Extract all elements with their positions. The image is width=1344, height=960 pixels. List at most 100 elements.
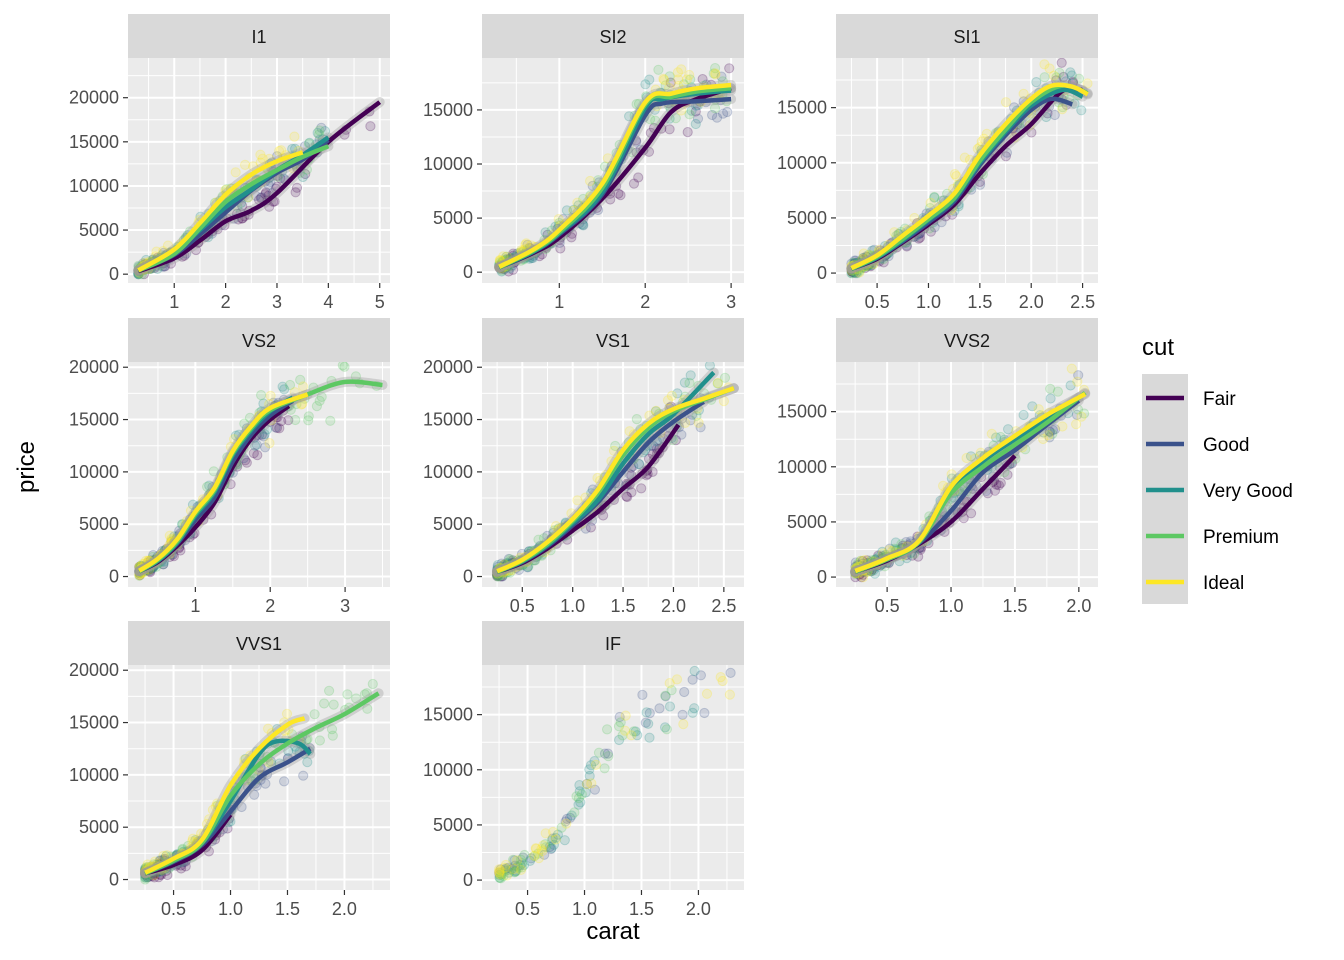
data-point-good bbox=[258, 431, 269, 442]
data-point-very-good bbox=[640, 79, 651, 90]
x-tick-label: 2 bbox=[640, 292, 650, 312]
x-tick-label: 0.5 bbox=[875, 596, 900, 616]
gridlines bbox=[128, 362, 390, 587]
data-point-very-good bbox=[644, 74, 655, 85]
data-point-ideal bbox=[718, 396, 730, 407]
data-point-very-good bbox=[561, 205, 573, 216]
data-point-ideal bbox=[512, 855, 523, 866]
data-point-ideal bbox=[1018, 88, 1029, 99]
data-point-ideal bbox=[1082, 78, 1093, 89]
data-point-ideal bbox=[710, 68, 721, 79]
data-point-ideal bbox=[263, 723, 274, 734]
data-point-good bbox=[560, 816, 571, 827]
data-point-good bbox=[539, 849, 550, 860]
x-tick-label: 2.0 bbox=[332, 899, 357, 919]
data-point-very-good bbox=[304, 137, 315, 148]
data-point-ideal bbox=[856, 555, 867, 567]
data-point-ideal bbox=[680, 417, 691, 428]
data-point-fair bbox=[1000, 151, 1012, 162]
data-point-ideal bbox=[676, 64, 687, 75]
data-point-fair bbox=[605, 194, 616, 205]
data-point-good bbox=[725, 667, 736, 679]
data-point-very-good bbox=[548, 839, 560, 850]
data-point-good bbox=[602, 748, 614, 759]
data-point-ideal bbox=[951, 171, 962, 182]
data-point-good bbox=[506, 864, 517, 875]
data-point-very-good bbox=[573, 799, 584, 810]
y-tick-label: 10000 bbox=[423, 462, 473, 482]
data-point-fair bbox=[913, 551, 924, 562]
data-point-premium bbox=[507, 854, 519, 865]
data-point-fair bbox=[966, 508, 977, 519]
data-point-ideal bbox=[500, 859, 511, 871]
y-axis-title: price bbox=[13, 441, 40, 493]
data-point-premium bbox=[691, 410, 702, 421]
y-tick-label: 5000 bbox=[787, 512, 827, 532]
data-point-good bbox=[660, 691, 671, 702]
data-point-good bbox=[581, 778, 593, 789]
data-point-premium bbox=[569, 807, 580, 818]
y-tick-label: 0 bbox=[109, 264, 119, 284]
data-point-ideal bbox=[255, 149, 266, 160]
data-point-good bbox=[707, 109, 718, 121]
y-tick-label: 10000 bbox=[69, 765, 119, 785]
y-tick-label: 15000 bbox=[69, 410, 119, 430]
data-point-good bbox=[850, 557, 861, 568]
data-point-ideal bbox=[671, 674, 683, 685]
data-point-very-good bbox=[1065, 380, 1076, 391]
data-point-ideal bbox=[230, 167, 241, 178]
data-point-very-good bbox=[574, 786, 585, 797]
x-tick-label: 1.5 bbox=[1002, 596, 1027, 616]
smooth-line-ideal bbox=[850, 82, 1089, 271]
x-tick-label: 5 bbox=[375, 292, 385, 312]
data-point-premium bbox=[684, 377, 695, 389]
data-point-very-good bbox=[258, 398, 269, 409]
data-point-very-good bbox=[704, 362, 715, 371]
x-tick-label: 1.5 bbox=[967, 292, 992, 312]
y-tick-label: 5000 bbox=[79, 514, 119, 534]
data-point-good bbox=[515, 860, 526, 871]
data-point-good bbox=[975, 179, 986, 190]
facet-panel-vs2: VS2 1 2 3 0 5000 10000 15000 20000 bbox=[69, 318, 390, 616]
data-point-good bbox=[716, 71, 727, 82]
smooth-lines bbox=[846, 79, 1093, 274]
data-point-premium bbox=[1072, 404, 1084, 415]
data-point-fair bbox=[290, 187, 301, 198]
x-tick-label: 0.5 bbox=[161, 899, 186, 919]
data-point-good bbox=[495, 864, 506, 875]
facet-panel-i1: I1 1 2 3 4 5 0 5000 10000 15000 20000 bbox=[69, 14, 390, 312]
smooth-lines bbox=[492, 367, 739, 577]
data-point-premium bbox=[504, 865, 515, 876]
data-point-premium bbox=[617, 730, 628, 741]
facet-strip-label: VVS1 bbox=[236, 634, 282, 654]
data-point-fair bbox=[1058, 71, 1069, 83]
y-tick-label: 20000 bbox=[69, 88, 119, 108]
data-point-ideal bbox=[666, 390, 678, 401]
data-point-premium bbox=[645, 114, 656, 125]
y-tick-label: 0 bbox=[109, 870, 119, 890]
data-point-very-good bbox=[584, 770, 595, 782]
data-point-premium bbox=[603, 751, 614, 762]
data-point-very-good bbox=[540, 227, 551, 238]
x-tick-label: 2.0 bbox=[1066, 596, 1091, 616]
data-point-ideal bbox=[550, 521, 562, 532]
data-point-premium bbox=[571, 791, 582, 802]
data-point-very-good bbox=[277, 381, 288, 392]
legend: cut Fair Good Very Good Premium Ideal bbox=[1142, 334, 1293, 604]
data-point-fair bbox=[585, 522, 597, 533]
x-tick-label: 2 bbox=[265, 596, 275, 616]
data-point-premium bbox=[342, 689, 353, 700]
data-point-good bbox=[722, 106, 733, 118]
data-point-very-good bbox=[1003, 424, 1014, 435]
data-point-fair bbox=[203, 846, 214, 857]
data-point-good bbox=[695, 422, 706, 433]
data-point-ideal bbox=[949, 169, 961, 180]
data-point-premium bbox=[1054, 67, 1065, 78]
data-point-good bbox=[901, 537, 912, 548]
data-point-very-good bbox=[632, 730, 643, 741]
data-point-very-good bbox=[614, 734, 625, 746]
data-point-ideal bbox=[658, 73, 669, 85]
data-point-premium bbox=[666, 685, 677, 696]
data-point-good bbox=[298, 770, 309, 781]
data-point-fair bbox=[690, 106, 701, 117]
